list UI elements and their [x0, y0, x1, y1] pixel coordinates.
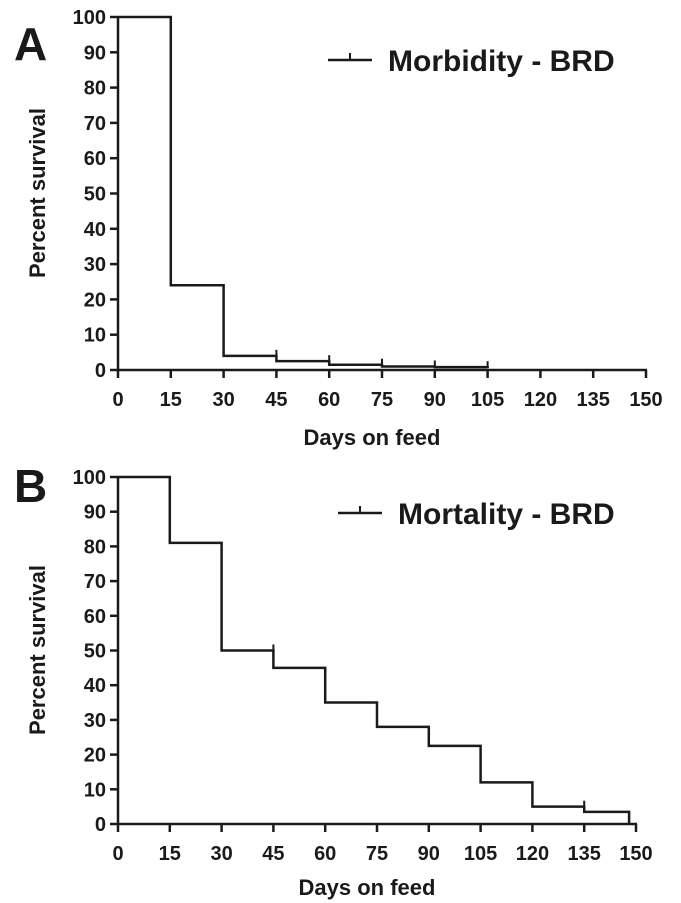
y-tick-label: 50 — [84, 184, 106, 206]
x-tick-label: 75 — [366, 843, 388, 865]
y-tick-label: 40 — [84, 219, 106, 241]
y-tick-label: 30 — [84, 254, 106, 276]
y-tick-label: 30 — [84, 710, 106, 732]
x-tick-label: 60 — [314, 843, 336, 865]
y-tick-label: 0 — [95, 360, 106, 382]
y-tick-label: 100 — [73, 467, 106, 489]
x-tick-label: 105 — [471, 389, 504, 411]
x-tick-label: 0 — [112, 389, 123, 411]
x-tick-label: 120 — [524, 389, 557, 411]
y-tick-label: 80 — [84, 536, 106, 558]
legend-label: Mortality - BRD — [398, 498, 615, 531]
x-tick-label: 15 — [159, 843, 181, 865]
x-tick-label: 135 — [577, 389, 610, 411]
x-tick-label: 105 — [464, 843, 497, 865]
panel-b: B 0 10 20 30 40 50 60 70 80 90 100 0 15 30 45 60 75 90 105 1… — [14, 460, 653, 900]
x-axis-label: Days on feed — [304, 425, 441, 450]
y-tick-label: 20 — [84, 289, 106, 311]
survival-curve — [118, 475, 631, 824]
panel-label: A — [14, 18, 47, 70]
y-tick-label: 20 — [84, 745, 106, 767]
x-tick-label: 90 — [418, 843, 440, 865]
y-tick-label: 0 — [95, 814, 106, 836]
y-tick-label: 90 — [84, 42, 106, 64]
y-tick-label: 50 — [84, 641, 106, 663]
panel-label: B — [14, 460, 47, 512]
y-tick-label: 70 — [84, 113, 106, 135]
x-axis-label: Days on feed — [299, 875, 436, 900]
y-tick-label: 80 — [84, 78, 106, 100]
x-tick-label: 30 — [212, 389, 234, 411]
x-tick-label: 120 — [516, 843, 549, 865]
y-tick-label: 60 — [84, 606, 106, 628]
x-tick-label: 15 — [160, 389, 182, 411]
x-tick-label: 0 — [112, 843, 123, 865]
y-tick-label: 90 — [84, 502, 106, 524]
y-axis-label: Percent survival — [25, 565, 50, 735]
panel-a: A 0 10 20 30 40 50 60 70 80 90 100 0 15 30 45 60 75 90 105 1… — [14, 7, 663, 450]
y-tick-label: 70 — [84, 571, 106, 593]
legend-label: Morbidity - BRD — [388, 45, 615, 78]
x-tick-label: 150 — [619, 843, 652, 865]
y-tick-label: 10 — [84, 779, 106, 801]
y-tick-label: 60 — [84, 148, 106, 170]
x-tick-label: 75 — [371, 389, 393, 411]
x-tick-label: 30 — [210, 843, 232, 865]
x-tick-label: 45 — [265, 389, 287, 411]
x-tick-label: 135 — [568, 843, 601, 865]
y-tick-label: 40 — [84, 675, 106, 697]
y-axis-label: Percent survival — [25, 108, 50, 278]
y-tick-label: 10 — [84, 325, 106, 347]
y-tick-label: 100 — [73, 7, 106, 29]
x-tick-label: 60 — [318, 389, 340, 411]
x-tick-label: 45 — [262, 843, 284, 865]
x-tick-label: 90 — [424, 389, 446, 411]
x-tick-label: 150 — [629, 389, 662, 411]
